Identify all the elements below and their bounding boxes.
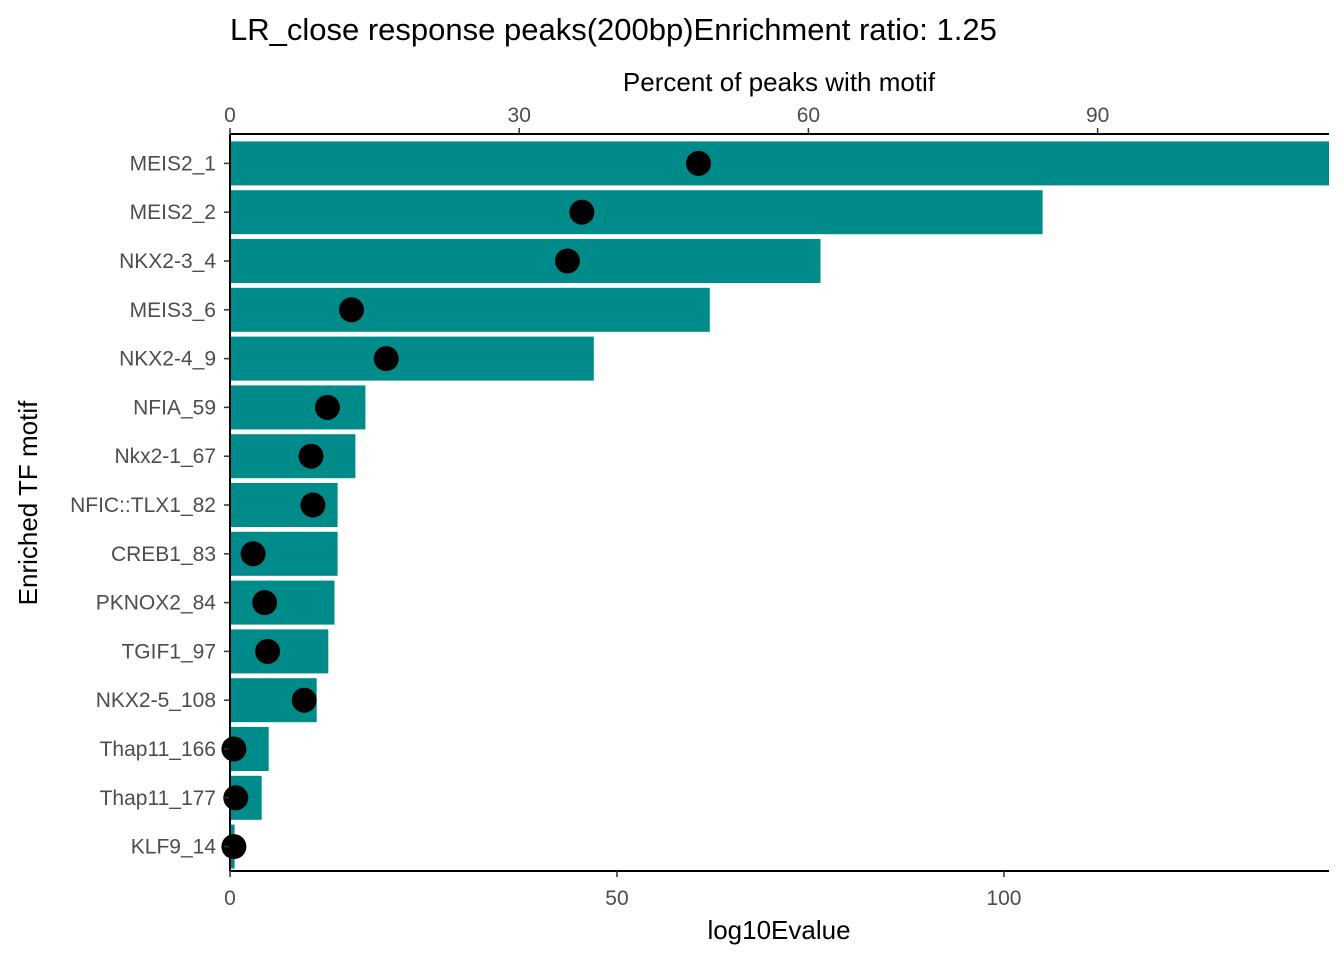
bottom-tick-label-0: 0 [224, 887, 236, 910]
bar-meis2-1 [230, 141, 1329, 186]
category-label-klf9-14: KLF9_14 [131, 836, 217, 859]
top-tick-label-30: 30 [508, 104, 531, 127]
point-nkx2-4-9 [373, 346, 399, 372]
point-nkx2-5-108 [291, 687, 317, 713]
point-group [221, 150, 711, 860]
category-label-thap11-177: Thap11_177 [100, 787, 216, 810]
point-meis3-6 [339, 297, 364, 323]
bar-nkx2-3-4 [230, 239, 821, 283]
point-nfia-59 [314, 394, 340, 420]
category-label-meis2-1: MEIS2_1 [130, 152, 216, 175]
point-pknox2-84 [252, 590, 278, 616]
point-thap11-166 [221, 736, 247, 762]
category-label-meis2-2: MEIS2_2 [130, 201, 216, 224]
top-tick-label-0: 0 [224, 104, 236, 127]
top-tick-label-60: 60 [797, 104, 820, 127]
bottom-tick-label-100: 100 [986, 887, 1021, 910]
bottom-tick-label-50: 50 [605, 887, 628, 910]
category-label-thap11-166: Thap11_166 [100, 738, 216, 761]
bar-meis3-6 [230, 287, 710, 332]
bar-nkx2-4-9 [230, 336, 594, 381]
y-axis-title: Enriched TF motif [13, 400, 43, 605]
bar-pknox2-84 [230, 580, 335, 625]
category-label-nkx2-1-67: Nkx2-1_67 [114, 445, 216, 468]
category-label-nfic-tlx1-82: NFIC::TLX1_82 [70, 494, 216, 517]
category-label-creb1-83: CREB1_83 [111, 543, 216, 566]
top-axis-title: Percent of peaks with motif [623, 67, 936, 97]
category-label-nkx2-4-9: NKX2-4_9 [119, 348, 216, 371]
category-label-nkx2-5-108: NKX2-5_108 [96, 689, 216, 712]
point-nkx2-1-67 [298, 443, 324, 469]
category-label-tgif1-97: TGIF1_97 [121, 640, 216, 663]
category-label-meis3-6: MEIS3_6 [130, 299, 216, 322]
point-tgif1-97 [255, 638, 281, 664]
bar-nkx2-1-67 [230, 434, 356, 479]
point-creb1-83 [240, 541, 266, 567]
bar-group [230, 141, 1329, 869]
point-nfic-tlx1-82 [300, 492, 326, 518]
chart-title: LR_close response peaks(200bp)Enrichment… [230, 12, 997, 47]
bottom-axis-title: log10Evalue [707, 915, 850, 945]
axes-group: MEIS2_1 MEIS2_2 NKX2-3_4 MEIS3_6 NKX2-4_9 NFI… [70, 104, 1329, 910]
category-label-pknox2-84: PKNOX2_84 [96, 592, 217, 615]
category-label-nfia-59: NFIA_59 [133, 396, 216, 419]
point-nkx2-3-4 [554, 248, 580, 274]
top-tick-label-90: 90 [1086, 104, 1109, 127]
point-klf9-14 [221, 834, 247, 860]
bar-nfia-59 [230, 385, 366, 430]
category-label-nkx2-3-4: NKX2-3_4 [119, 250, 216, 273]
bar-meis2-2 [230, 190, 1043, 235]
point-meis2-2 [569, 199, 595, 225]
point-meis2-1 [686, 150, 711, 176]
